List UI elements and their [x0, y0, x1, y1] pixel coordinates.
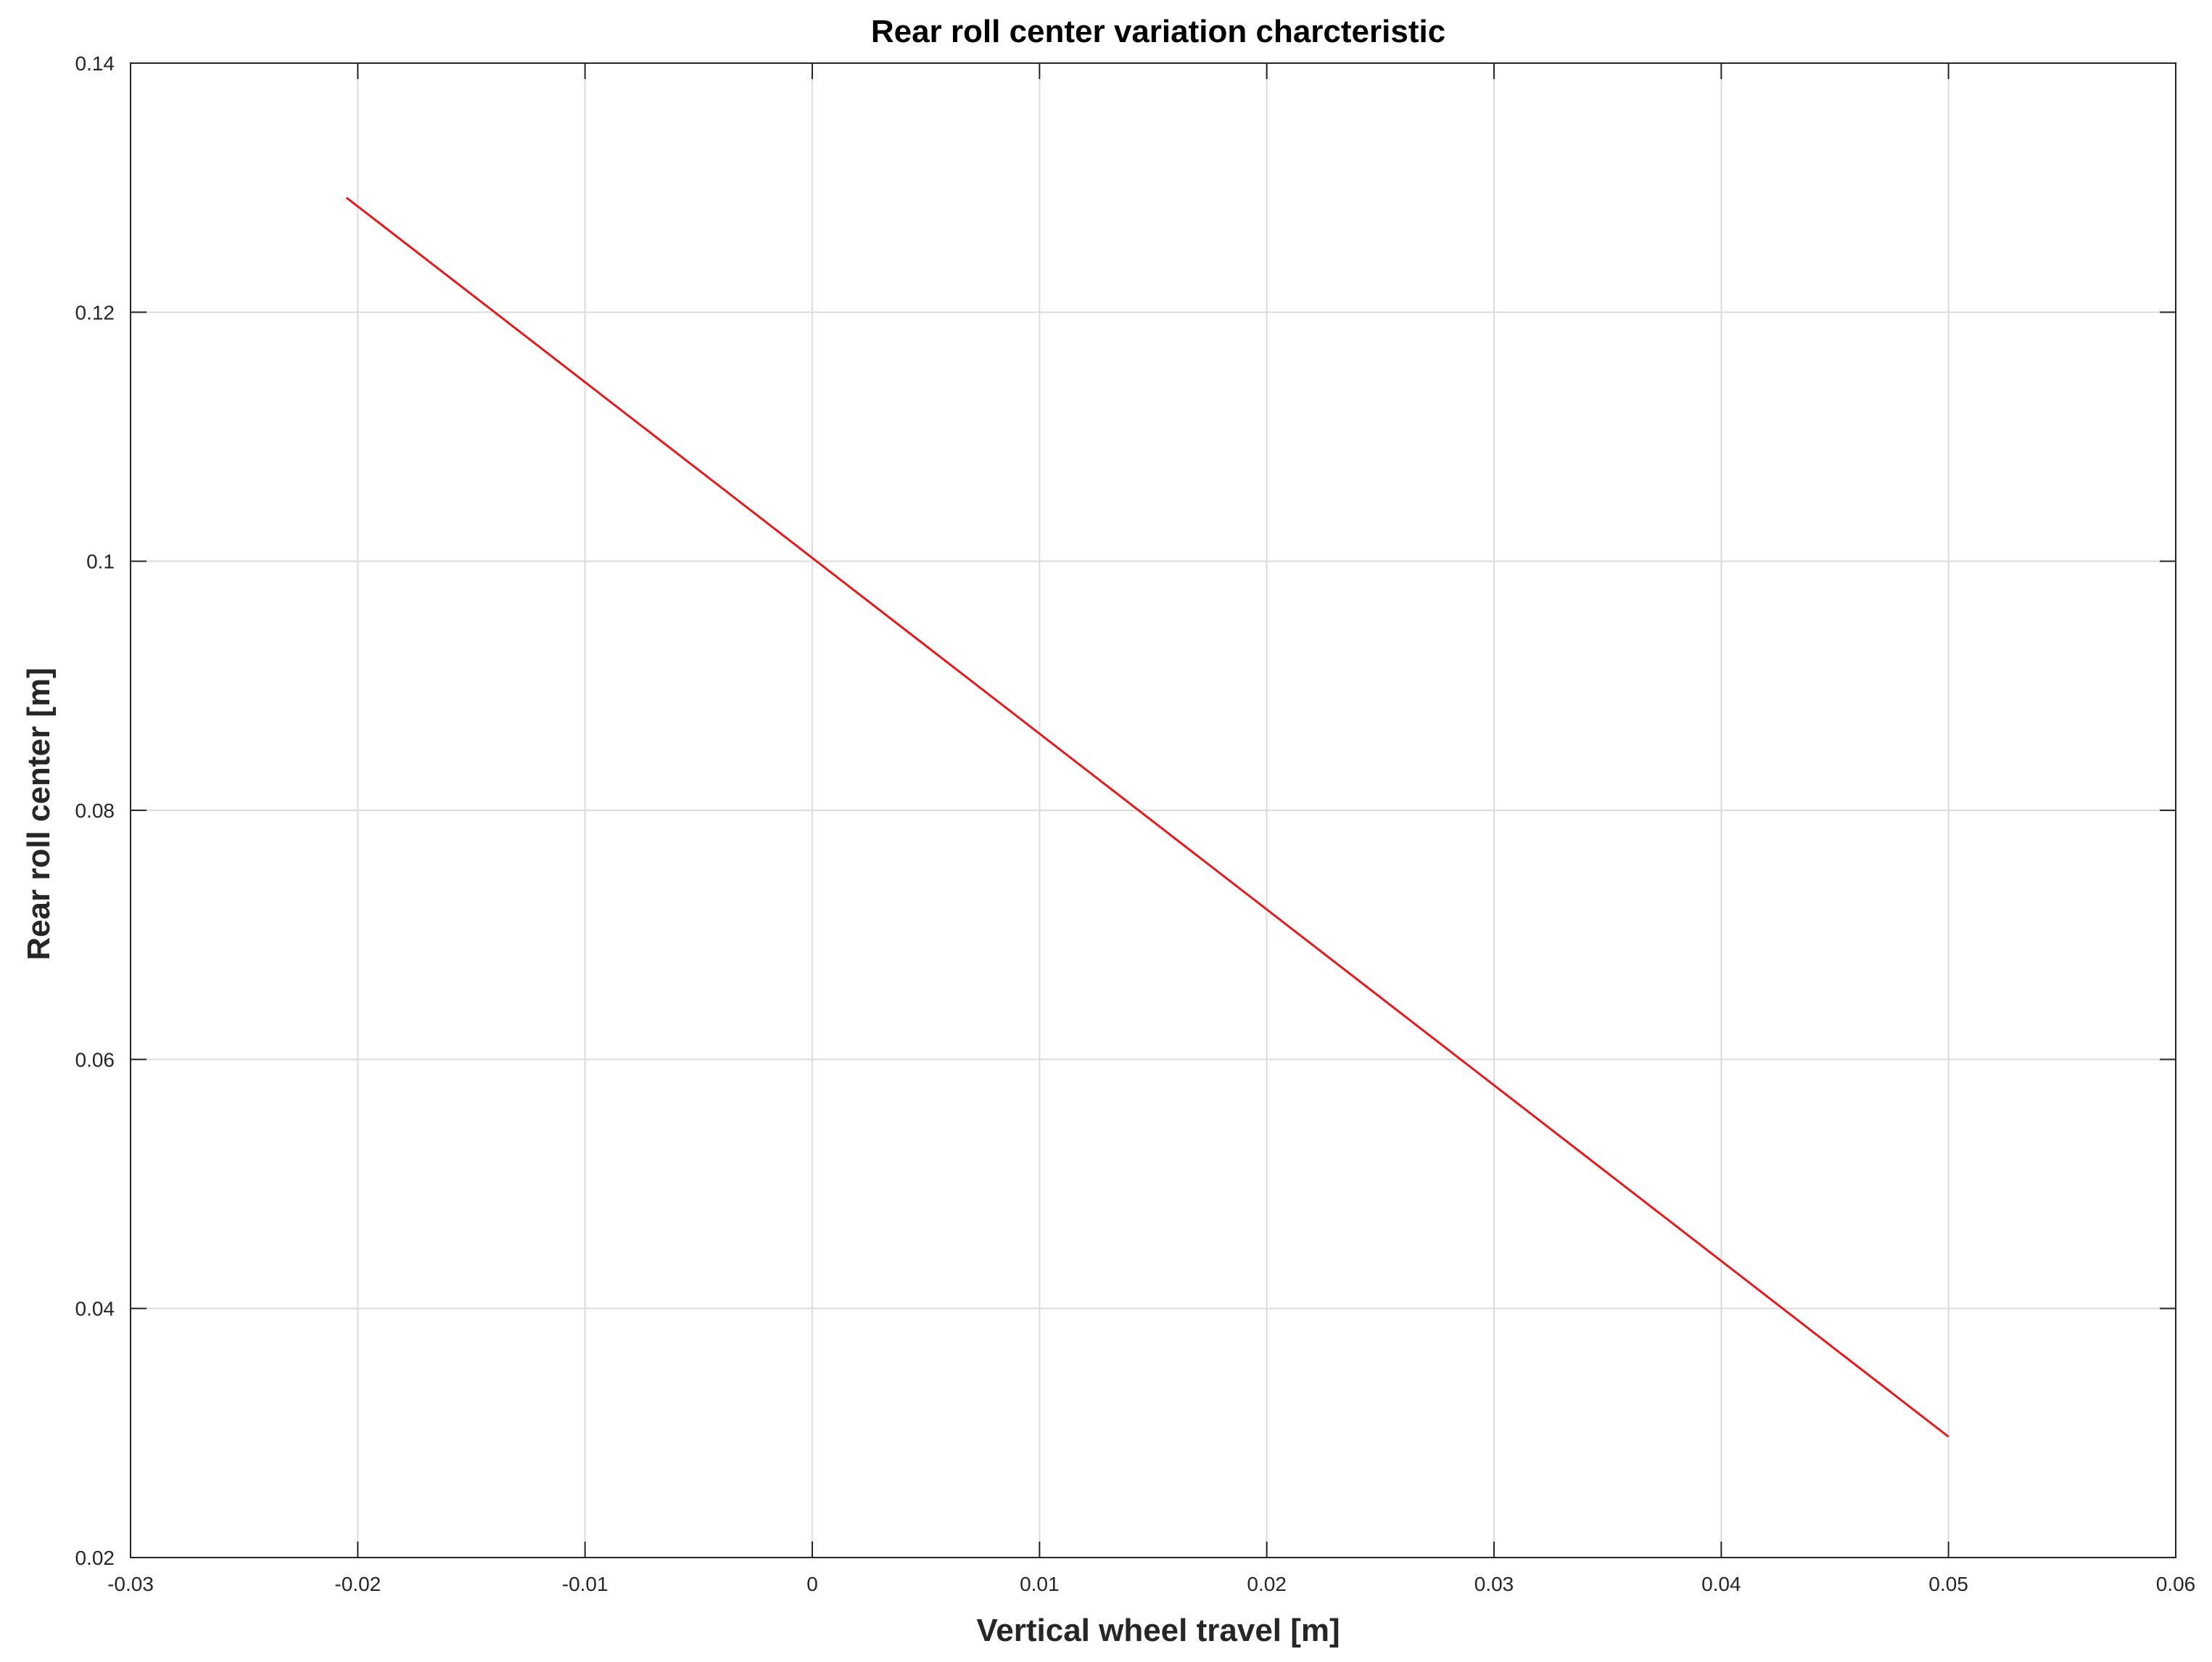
y-tick-label: 0.08 — [75, 799, 115, 822]
y-tick-label: 0.04 — [75, 1298, 115, 1320]
x-tick-labels: -0.03 -0.02 -0.01 0 0.01 0.02 0.03 0.04 0.05 0.06 — [107, 1573, 2195, 1595]
y-tick-label: 0.14 — [75, 52, 115, 75]
x-tick-label: 0.02 — [1247, 1573, 1287, 1595]
x-tick-label: 0.04 — [1701, 1573, 1741, 1595]
x-tick-label: 0 — [806, 1573, 818, 1595]
x-tick-label: 0.03 — [1474, 1573, 1514, 1595]
x-tick-label: -0.02 — [334, 1573, 381, 1595]
chart-title: Rear roll center variation charcteristic — [871, 14, 1445, 49]
y-tick-label: 0.12 — [75, 301, 115, 324]
x-tick-label: -0.01 — [562, 1573, 608, 1595]
y-tick-labels: 0.02 0.04 0.06 0.08 0.1 0.12 0.14 — [75, 52, 115, 1569]
series-layer — [345, 197, 1949, 1438]
y-axis-title: Rear roll center [m] — [21, 667, 57, 960]
ticks — [130, 62, 2176, 1558]
series-line — [345, 197, 1949, 1438]
x-tick-label: 0.06 — [2156, 1573, 2196, 1595]
y-tick-label: 0.06 — [75, 1048, 115, 1071]
y-tick-label: 0.1 — [86, 551, 115, 573]
x-tick-label: 0.01 — [1020, 1573, 1060, 1595]
x-axis-title: Vertical wheel travel [m] — [976, 1613, 1340, 1648]
y-tick-label: 0.02 — [75, 1547, 115, 1569]
x-tick-label: -0.03 — [107, 1573, 154, 1595]
x-tick-label: 0.05 — [1928, 1573, 1968, 1595]
